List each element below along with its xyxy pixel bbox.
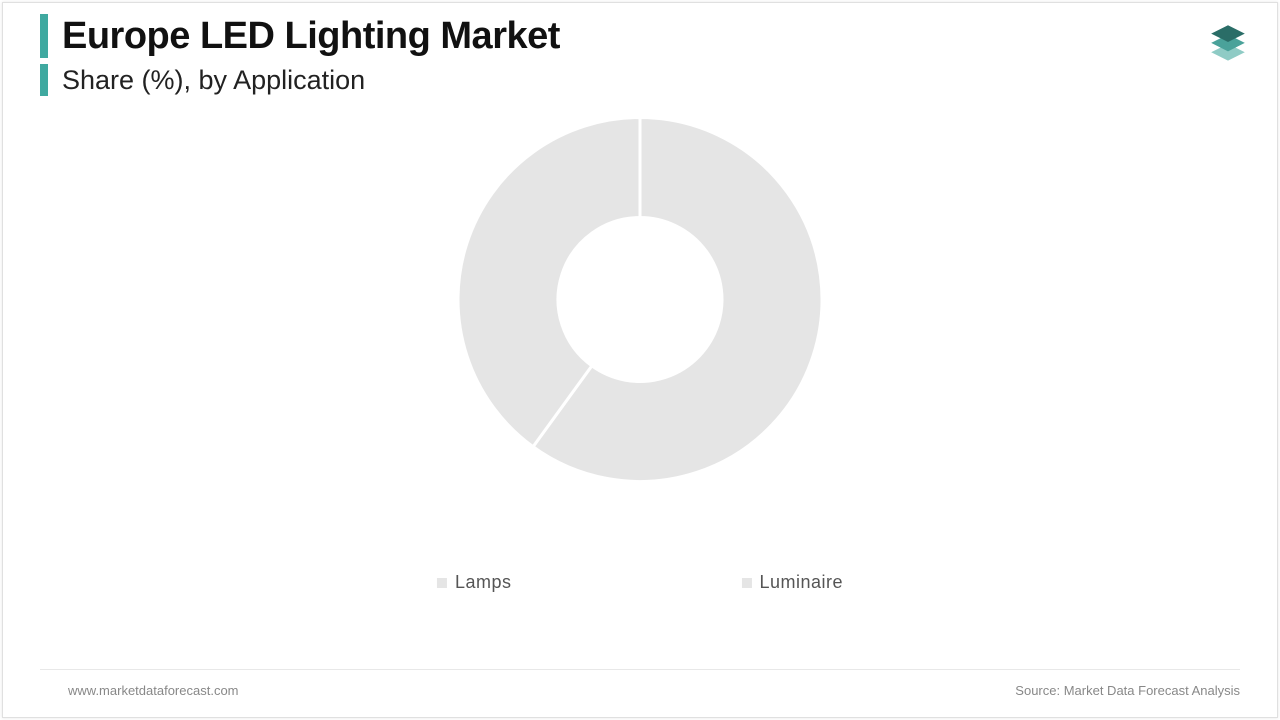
donut-chart [455, 115, 825, 490]
legend-item-luminaire: Luminaire [741, 572, 843, 593]
brand-logo [1200, 14, 1256, 70]
accent-bar-small [40, 64, 48, 96]
accent-bar [40, 14, 48, 58]
footer-source: Source: Market Data Forecast Analysis [1015, 683, 1240, 698]
legend-item-lamps: Lamps [437, 572, 512, 593]
footer: www.marketdataforecast.com Source: Marke… [0, 683, 1280, 698]
page-title: Europe LED Lighting Market [62, 15, 560, 58]
legend-label: Lamps [455, 572, 512, 593]
legend-swatch [741, 578, 751, 588]
subtitle-row: Share (%), by Application [40, 64, 560, 96]
header-block: Europe LED Lighting Market Share (%), by… [40, 14, 560, 96]
stacked-layers-icon [1200, 14, 1256, 70]
title-row: Europe LED Lighting Market [40, 14, 560, 58]
chart-legend: Lamps Luminaire [437, 572, 843, 593]
legend-swatch [437, 578, 447, 588]
legend-label: Luminaire [759, 572, 843, 593]
footer-website: www.marketdataforecast.com [68, 683, 239, 698]
footer-divider [40, 669, 1240, 670]
page-subtitle: Share (%), by Application [62, 65, 365, 96]
